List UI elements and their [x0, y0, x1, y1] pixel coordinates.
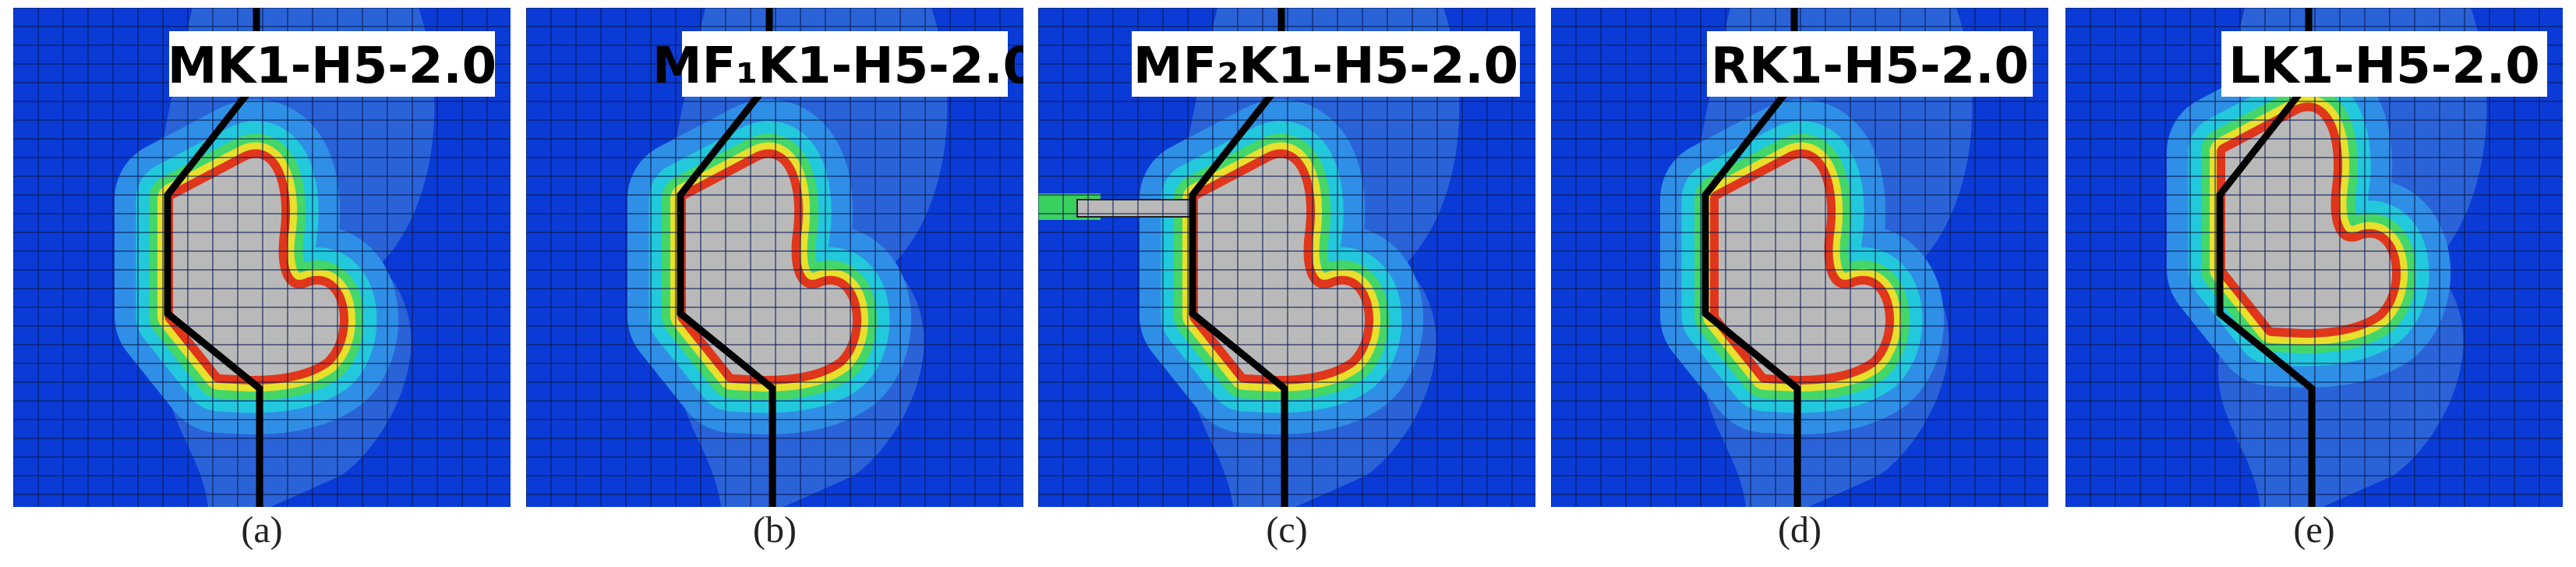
panel-label: LK1-H5-2.0: [2228, 37, 2540, 95]
contour-panel: MF₂K1-H5-2.0: [1038, 8, 1535, 507]
contour-panel: MK1-H5-2.0: [13, 8, 511, 507]
panel-caption: (d): [1778, 509, 1822, 551]
label-box: [1132, 31, 1520, 97]
label-box: [1707, 31, 2033, 97]
panel-label: MF₁K1-H5-2.0: [652, 37, 1023, 95]
label-box: [2221, 31, 2547, 97]
contours: [627, 99, 911, 434]
yield-zone: [2225, 111, 2393, 329]
panel-label: MF₂K1-H5-2.0: [1133, 37, 1518, 95]
yield-zone: [686, 158, 853, 376]
panel-label: RK1-H5-2.0: [1711, 37, 2029, 95]
panel-label: MK1-H5-2.0: [168, 37, 496, 95]
contours: [115, 99, 398, 434]
contours: [2167, 52, 2451, 388]
yield-zone: [1719, 158, 1886, 376]
panel-caption: (e): [2293, 509, 2335, 551]
contours: [1140, 99, 1423, 434]
yield-zone: [1198, 158, 1366, 376]
contour-panel: RK1-H5-2.0: [1551, 8, 2048, 507]
contour-panel: MF₁K1-H5-2.0: [526, 8, 1023, 507]
contour-panel: LK1-H5-2.0: [2065, 8, 2563, 507]
panel-caption: (a): [241, 509, 283, 551]
contours: [1660, 99, 1944, 434]
label-box: [682, 31, 1008, 97]
panel-caption: (c): [1266, 509, 1308, 551]
panel-caption: (b): [753, 509, 797, 551]
yield-zone: [173, 158, 341, 376]
label-box: [169, 31, 495, 97]
